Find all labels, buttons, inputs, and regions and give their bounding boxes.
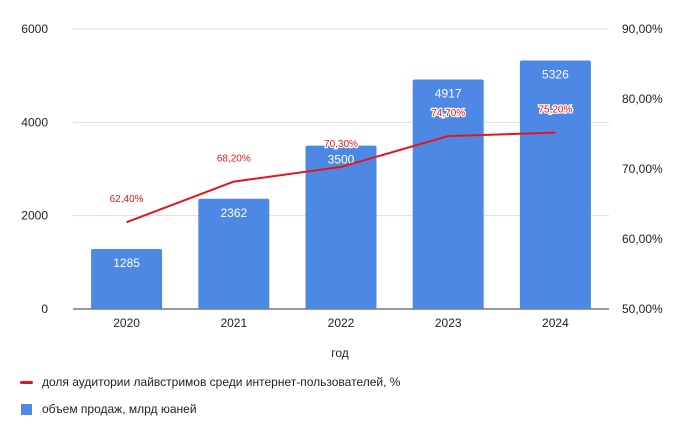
y-left-tick-label: 2000 (21, 209, 48, 223)
legend-line-label: доля аудитории лайвстримов среди интерне… (42, 375, 401, 389)
bar (198, 198, 270, 309)
line-value-label: 62,40% (110, 194, 144, 205)
line-value-label: 74,70% (431, 108, 465, 119)
line-value-label: 68,20% (217, 154, 251, 165)
y-left-tick-label: 0 (41, 302, 48, 316)
y-left-tick-labels: 0 2000 4000 6000 (21, 22, 48, 316)
x-tick-label: 2024 (542, 316, 569, 330)
bar (519, 60, 591, 309)
line-path (126, 131, 556, 224)
y-right-tick-label: 90,00% (622, 22, 663, 36)
x-tick-label: 2021 (220, 316, 247, 330)
bar-value-label: 4917 (435, 87, 462, 101)
y-left-tick-label: 4000 (21, 115, 48, 129)
x-tick-label: 2020 (113, 316, 140, 330)
bar (91, 249, 163, 309)
legend-item-line: доля аудитории лайвстримов среди интерне… (20, 375, 400, 389)
x-tick-label: 2023 (435, 316, 462, 330)
line-value-label: 70,30% (324, 139, 358, 150)
x-tick-labels: 2020 2021 2022 2023 2024 (113, 316, 569, 330)
y-right-tick-label: 60,00% (622, 232, 663, 246)
legend-bar-label: объем продаж, млрд юаней (42, 402, 197, 416)
x-axis-title: год (331, 346, 349, 360)
legend-bar-swatch (21, 403, 32, 415)
y-right-tick-labels: 50,00% 60,00% 70,00% 80,00% 90,00% (622, 22, 663, 316)
y-right-tick-label: 80,00% (622, 92, 663, 106)
y-left-tick-label: 6000 (21, 22, 48, 36)
bar-value-label: 2362 (220, 206, 247, 220)
bar-series: 1285 2362 3500 4917 5326 (91, 60, 591, 309)
y-right-tick-label: 50,00% (622, 302, 663, 316)
x-tick-label: 2022 (328, 316, 355, 330)
legend-item-bar: объем продаж, млрд юаней (20, 402, 197, 416)
bar (305, 145, 377, 309)
legend-line-swatch (20, 380, 33, 384)
line-value-label: 75,20% (538, 105, 572, 116)
y-right-tick-label: 70,00% (622, 162, 663, 176)
bar-value-label: 5326 (542, 67, 569, 81)
bar-value-label: 3500 (328, 153, 355, 167)
bar (412, 79, 484, 309)
line-series: 62,40% 68,20% 70,30% 74,70% 75,20% (108, 103, 574, 224)
bar-value-label: 1285 (113, 256, 140, 270)
